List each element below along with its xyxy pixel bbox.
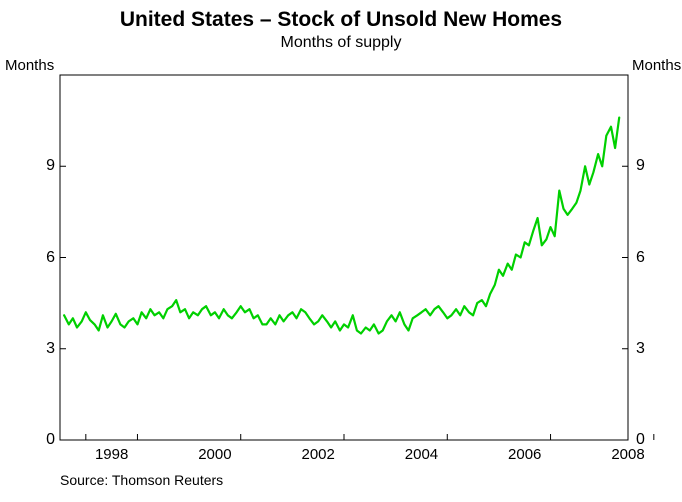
- y-tick-label: 6: [15, 249, 55, 267]
- x-tick-label: 1998: [82, 446, 142, 463]
- source-caption: Source: Thomson Reuters: [60, 472, 223, 488]
- x-tick-label: 2008: [598, 446, 658, 463]
- y-tick-label: 3: [15, 340, 55, 358]
- x-tick-label: 2002: [288, 446, 348, 463]
- y-tick-label: 3: [636, 340, 645, 358]
- y-tick-label: 6: [636, 249, 645, 267]
- chart-container: United States – Stock of Unsold New Home…: [0, 0, 682, 502]
- x-tick-label: 2000: [185, 446, 245, 463]
- x-tick-label: 2006: [495, 446, 555, 463]
- plot-area: [0, 0, 682, 502]
- x-tick-label: 2004: [391, 446, 451, 463]
- y-tick-label: 0: [15, 431, 55, 449]
- y-tick-label: 9: [15, 157, 55, 175]
- y-tick-label: 9: [636, 157, 645, 175]
